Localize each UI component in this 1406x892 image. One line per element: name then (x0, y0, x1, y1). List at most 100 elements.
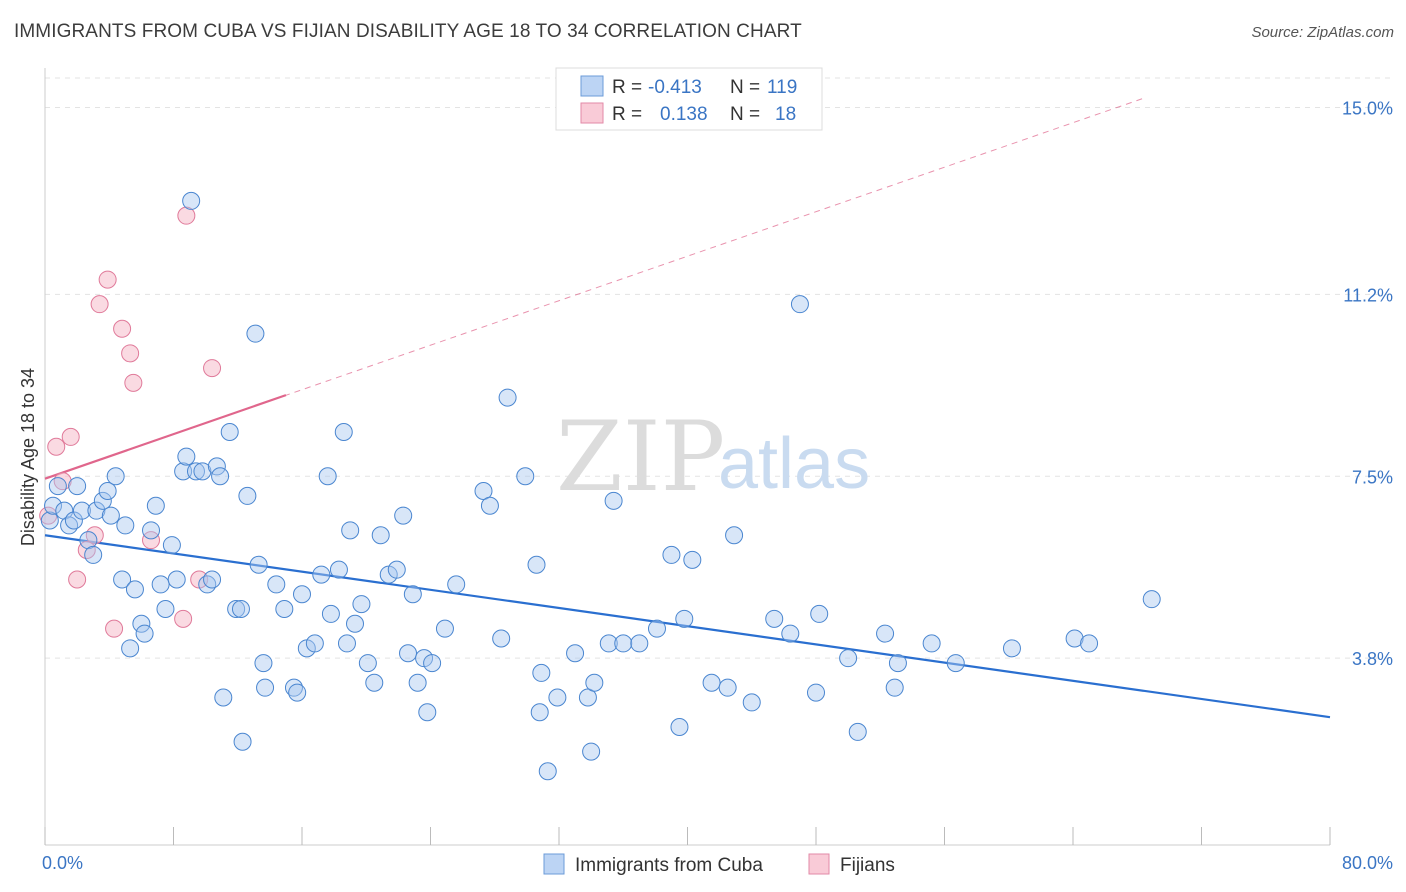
cuba-point (447, 575, 466, 594)
cuba-point (839, 649, 858, 668)
cuba-point (742, 693, 761, 712)
cuba-point (125, 580, 144, 599)
bottom-legend-label-cuba: Immigrants from Cuba (575, 855, 763, 876)
cuba-point (358, 654, 377, 673)
cuba-point (1002, 639, 1021, 658)
fijians-point (124, 373, 143, 392)
cuba-point (318, 467, 337, 486)
cuba-point (662, 545, 681, 564)
fijians-point (121, 344, 140, 363)
cuba-point (365, 673, 384, 692)
legend-r-value-2: 0.138 (660, 104, 708, 125)
cuba-point (162, 536, 181, 555)
cuba-point (113, 570, 132, 589)
cuba-point (848, 722, 867, 741)
fijians-point (53, 472, 72, 491)
fijians-point (105, 619, 124, 638)
cuba-point (267, 575, 286, 594)
cuba-point (142, 521, 161, 540)
cuba-point (781, 624, 800, 643)
cuba-point (174, 462, 193, 481)
cuba-point (683, 550, 702, 569)
cuba-point (249, 555, 268, 574)
cuba-point (334, 423, 353, 441)
y-tick-labels: 3.8% 7.5% 11.2% 15.0% (1342, 99, 1393, 670)
x-tick-label: 80.0% (1342, 853, 1393, 873)
cuba-point (516, 467, 535, 486)
cuba-point (538, 762, 557, 781)
cuba-point (548, 688, 567, 707)
cuba-point (55, 501, 74, 520)
gridlines (45, 77, 1392, 659)
cuba-point (227, 600, 246, 618)
fijians-point (90, 295, 109, 314)
cuba-point (530, 703, 549, 722)
x-tick-labels: 0.0% 80.0% (42, 853, 1393, 873)
cuba-point (132, 614, 151, 633)
cuba-point (211, 467, 230, 486)
axes (44, 68, 1331, 846)
cuba-point (346, 614, 365, 633)
cuba-point (198, 575, 217, 594)
cuba-point (718, 678, 737, 697)
cuba-point (288, 683, 307, 702)
fijians-point (177, 206, 196, 225)
x-tick-label: 0.0% (42, 853, 83, 873)
cuba-point (321, 604, 340, 623)
cuba-point (582, 742, 601, 761)
correlation-legend: R = -0.413 N = 119 R = 0.138 N = 18 (555, 67, 823, 131)
cuba-point (403, 585, 422, 604)
cuba-point (492, 629, 511, 648)
cuba-point (246, 324, 265, 343)
cuba-point (203, 570, 222, 589)
cuba-point (399, 644, 418, 663)
cuba-point (647, 619, 666, 638)
cuba-point (1065, 629, 1084, 648)
fijians-point (113, 319, 132, 338)
cuba-point (810, 604, 829, 623)
cuba-point (604, 491, 623, 510)
cuba-point (418, 703, 437, 722)
cuba-point (408, 673, 427, 692)
cuba-point (305, 634, 324, 653)
cuba-point (68, 477, 87, 496)
cuba-point (275, 600, 294, 618)
cuba-point (352, 595, 371, 614)
cuba-point (725, 526, 744, 545)
legend-r-label-2: R = (612, 104, 642, 125)
cuba-point (394, 506, 413, 525)
cuba-point (214, 688, 233, 707)
watermark-zip: ZIP (556, 401, 725, 513)
cuba-point (876, 624, 895, 643)
legend-r-label-1: R = (612, 77, 642, 98)
legend-swatch-blue (580, 75, 604, 97)
bottom-legend-swatch-fijians (808, 853, 830, 875)
series-legend: Immigrants from Cuba Fijians (543, 853, 895, 876)
cuba-point (101, 506, 120, 525)
cuba-point (238, 486, 257, 505)
cuba-point (312, 565, 331, 584)
cuba-point (423, 654, 442, 673)
cuba-point (790, 295, 809, 314)
fijians-point (203, 359, 222, 378)
cuba-point (254, 654, 273, 673)
cuba-point (675, 609, 694, 628)
bottom-legend-label-fijians: Fijians (840, 855, 895, 876)
cuba-point (177, 447, 196, 466)
y-axis-label: Disability Age 18 to 34 (18, 368, 38, 546)
cuba-point (84, 545, 103, 564)
cuba-point (765, 609, 784, 628)
fijians-point (98, 270, 117, 289)
fijians-point (174, 609, 193, 628)
cuba-point (182, 191, 201, 210)
data-points (39, 191, 1161, 781)
cuba-point (146, 496, 165, 515)
cuba-point (670, 718, 689, 736)
cuba-point (156, 600, 175, 618)
cuba-point (599, 634, 618, 653)
cuba-point (341, 521, 360, 540)
cuba-point (946, 654, 965, 673)
cuba-point (151, 575, 170, 594)
legend-n-value-1: 119 (767, 77, 797, 98)
